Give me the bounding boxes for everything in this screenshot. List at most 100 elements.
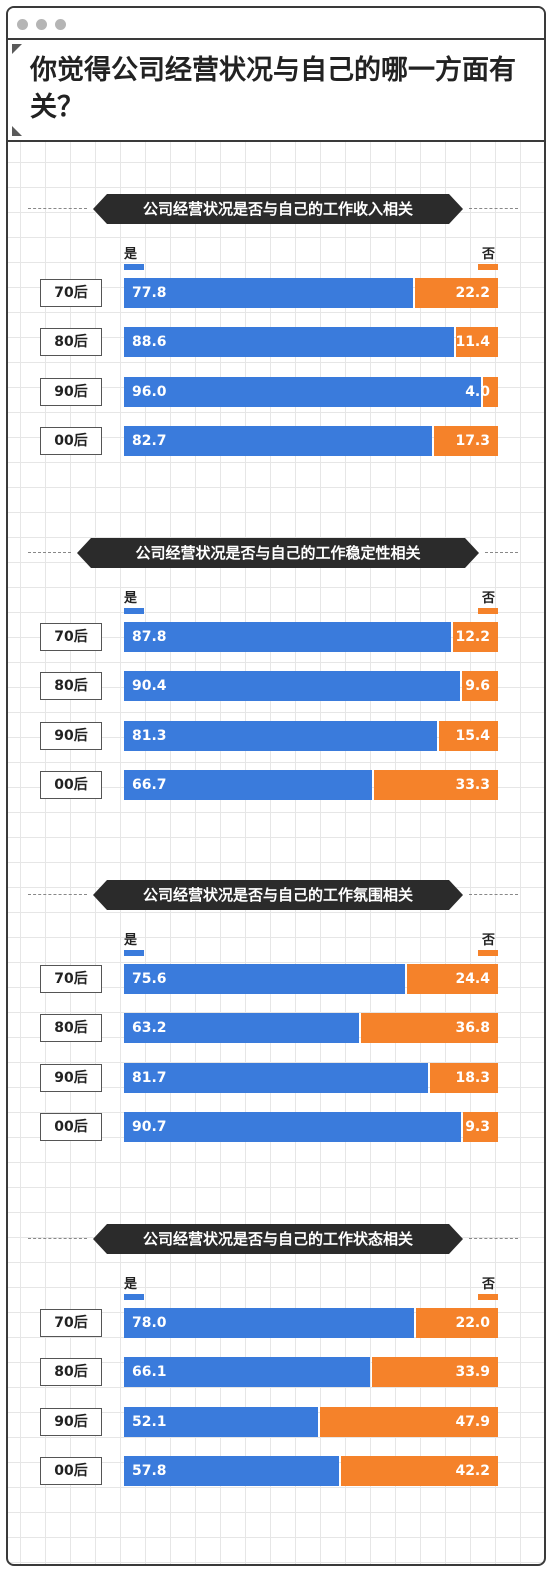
- legend-no-swatch: [478, 950, 498, 956]
- data-label-yes: 52.1: [132, 1414, 167, 1430]
- dashed-rule: [28, 1238, 87, 1239]
- bar-no: 15.4: [439, 721, 498, 751]
- bar-yes: 57.8: [124, 1456, 339, 1486]
- bar-no: 33.9: [372, 1357, 498, 1387]
- bar-yes: 77.8: [124, 278, 413, 308]
- data-label-yes: 90.4: [132, 678, 167, 694]
- category-label: 80后: [40, 328, 102, 356]
- data-label-no: 9.6: [465, 678, 490, 694]
- bar-yes: 63.2: [124, 1013, 359, 1043]
- bar-yes: 88.6: [124, 327, 454, 357]
- category-label: 00后: [40, 427, 102, 455]
- category-label: 70后: [40, 279, 102, 307]
- legend-yes-label: 是: [124, 247, 138, 262]
- data-label-yes: 88.6: [132, 334, 167, 350]
- legend-no-swatch: [478, 264, 498, 270]
- data-label-yes: 77.8: [132, 285, 167, 301]
- category-label: 70后: [40, 623, 102, 651]
- legend-yes-label: 是: [124, 1277, 138, 1292]
- corner-triangle-icon: [12, 44, 22, 54]
- dashed-rule: [28, 894, 87, 895]
- data-label-no: 47.9: [455, 1414, 490, 1430]
- category-label: 70后: [40, 965, 102, 993]
- data-label-yes: 57.8: [132, 1463, 167, 1479]
- page-title: 你觉得公司经营状况与自己的哪一方面有关？: [30, 55, 516, 123]
- bar-yes: 78.0: [124, 1308, 414, 1338]
- data-label-yes: 63.2: [132, 1020, 167, 1036]
- bar-no: 47.9: [320, 1407, 498, 1437]
- data-label-no: 15.4: [455, 728, 490, 744]
- infographic-card: 你觉得公司经营状况与自己的哪一方面有关？ 公司经营状况是否与自己的工作收入相关是…: [6, 6, 546, 1566]
- legend-yes-swatch: [124, 1294, 144, 1300]
- category-label: 80后: [40, 672, 102, 700]
- legend-no-swatch: [478, 1294, 498, 1300]
- dashed-rule: [469, 894, 518, 895]
- legend-no-label: 否: [482, 933, 496, 948]
- legend-no-swatch: [478, 608, 498, 614]
- legend-no-label: 否: [482, 591, 496, 606]
- corner-triangle-icon: [12, 126, 22, 136]
- bar-no: 17.3: [434, 426, 498, 456]
- data-label-yes: 87.8: [132, 629, 167, 645]
- data-label-yes: 75.6: [132, 971, 167, 987]
- bar-no: 12.2: [453, 622, 498, 652]
- title-box: 你觉得公司经营状况与自己的哪一方面有关？: [8, 40, 544, 142]
- data-label-no: 42.2: [455, 1463, 490, 1479]
- category-label: 90后: [40, 1064, 102, 1092]
- data-label-yes: 81.3: [132, 728, 167, 744]
- chart-section: 公司经营状况是否与自己的工作氛围相关是 否 70后 75.6 24.4 80后 63.2 36…: [8, 876, 544, 1166]
- chart-section: 公司经营状况是否与自己的工作收入相关是 否 70后 77.8 22.2 80后 88.6 11…: [8, 190, 544, 480]
- bar-yes: 81.3: [124, 721, 437, 751]
- category-label: 00后: [40, 771, 102, 799]
- window-dot-icon: [36, 19, 47, 30]
- bar-no: 42.2: [341, 1456, 498, 1486]
- bar-no: 24.4: [407, 964, 498, 994]
- data-label-no: 22.2: [455, 285, 490, 301]
- bar-yes: 66.1: [124, 1357, 370, 1387]
- bar-yes: 90.4: [124, 671, 460, 701]
- category-label: 90后: [40, 378, 102, 406]
- data-label-no: 22.0: [455, 1315, 490, 1331]
- category-label: 90后: [40, 1408, 102, 1436]
- data-label-no: 36.8: [455, 1020, 490, 1036]
- data-label-yes: 81.7: [132, 1070, 167, 1086]
- data-label-yes: 66.1: [132, 1364, 167, 1380]
- category-label: 00后: [40, 1457, 102, 1485]
- data-label-no: 33.3: [455, 777, 490, 793]
- legend-yes-label: 是: [124, 933, 138, 948]
- bar-no: 22.0: [416, 1308, 498, 1338]
- bar-yes: 81.7: [124, 1063, 428, 1093]
- legend-no-label: 否: [482, 1277, 496, 1292]
- legend-yes-swatch: [124, 264, 144, 270]
- data-label-yes: 78.0: [132, 1315, 167, 1331]
- bar-no: 9.6: [462, 671, 498, 701]
- bar-yes: 52.1: [124, 1407, 318, 1437]
- bar-no: 33.3: [374, 770, 498, 800]
- bar-no: 36.8: [361, 1013, 498, 1043]
- category-label: 70后: [40, 1309, 102, 1337]
- data-label-no: 24.4: [455, 971, 490, 987]
- data-label-no: 12.2: [455, 629, 490, 645]
- window-dot-icon: [17, 19, 28, 30]
- category-label: 80后: [40, 1014, 102, 1042]
- category-label: 90后: [40, 722, 102, 750]
- data-label-yes: 66.7: [132, 777, 167, 793]
- legend-no-label: 否: [482, 247, 496, 262]
- bar-yes: 87.8: [124, 622, 451, 652]
- data-label-yes: 82.7: [132, 433, 167, 449]
- data-label-yes: 96.0: [132, 384, 167, 400]
- bar-no: 9.3: [463, 1112, 498, 1142]
- chart-section: 公司经营状况是否与自己的工作稳定性相关是 否 70后 87.8 12.2 80后 90.4 9…: [8, 534, 544, 824]
- data-label-no: 4.0: [465, 384, 490, 400]
- data-label-no: 17.3: [455, 433, 490, 449]
- bar-yes: 90.7: [124, 1112, 461, 1142]
- bar-yes: 82.7: [124, 426, 432, 456]
- bar-no: 22.2: [415, 278, 498, 308]
- dashed-rule: [28, 208, 87, 209]
- data-label-no: 33.9: [455, 1364, 490, 1380]
- bar-no: 4.0: [465, 377, 498, 407]
- legend-yes-label: 是: [124, 591, 138, 606]
- data-label-no: 11.4: [455, 334, 490, 350]
- dashed-rule: [469, 1238, 518, 1239]
- category-label: 80后: [40, 1358, 102, 1386]
